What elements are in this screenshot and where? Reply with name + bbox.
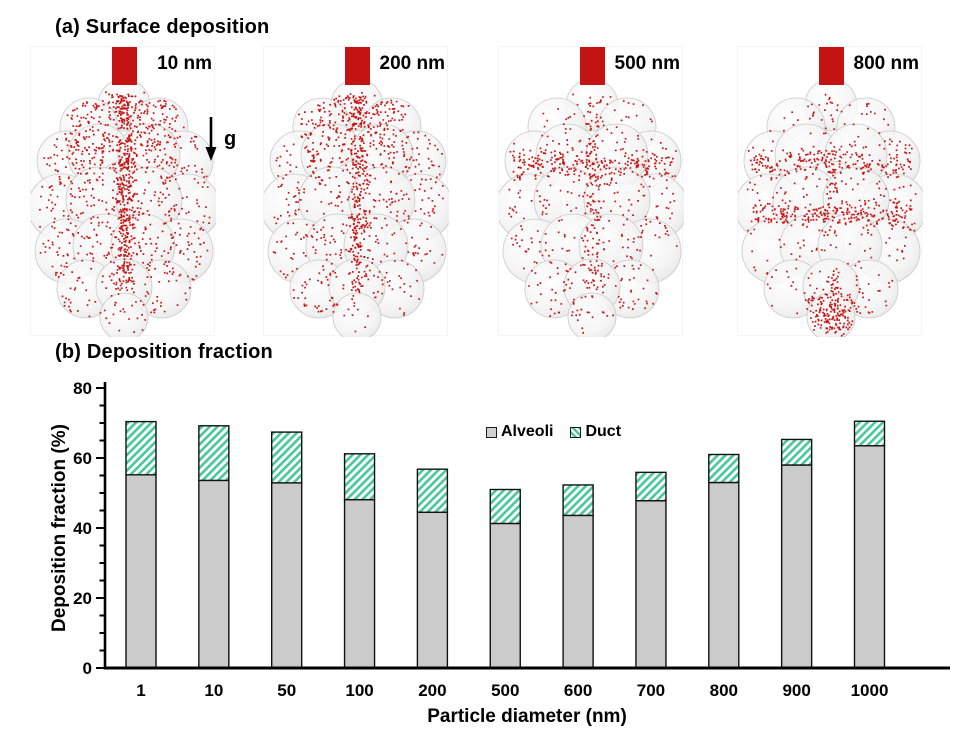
x-tick-100: 100 [345,681,373,700]
bar-600 [562,484,594,669]
panel-b-title: (b) Deposition fraction [55,341,273,363]
bar-1 [125,420,157,669]
gravity-arrow-icon [205,117,217,161]
cluster-label-10nm: 10 nm [157,53,212,74]
x-tick-200: 200 [418,681,446,700]
alveoli-spheres [499,78,684,337]
bar-50 [271,431,303,669]
alveolar-cluster-10nm [31,47,216,337]
x-tick-800: 800 [710,681,738,700]
deposited-particles [39,91,211,334]
gravity-label: g [224,127,237,150]
legend-label-duct: Duct [585,423,622,440]
bar-1000 [853,420,886,669]
cluster-label-200nm: 200 nm [379,53,445,74]
duct-swatch-icon [570,426,582,438]
deposition-fraction-chart: 1 10 50 100 200 500 600 700 800 900 1000 0 20 40 60 80 P… [73,379,950,727]
cluster-label-500nm: 500 nm [614,53,680,74]
deposited-particles [746,93,917,337]
y-tick-40: 40 [73,519,92,538]
bar-500 [489,488,521,669]
bar-10 [198,425,230,669]
deposited-particles [508,93,678,334]
bar-100 [343,453,376,669]
gravity-annotation: g [203,116,236,162]
x-tick-50: 50 [277,681,296,700]
inlet-duct [819,47,844,85]
inlet-duct [112,47,137,85]
alveoli-swatch-icon [486,426,497,438]
bar-800 [708,453,740,669]
cluster-label-800nm: 800 nm [853,53,919,74]
cluster-tile-500nm: 500 nm [498,46,684,337]
y-tick-80: 80 [73,379,92,398]
y-tick-20: 20 [73,589,92,608]
bar-900 [780,438,813,669]
legend-item-duct: Duct [570,423,621,441]
cluster-tile-200nm: 200 nm [263,46,449,337]
y-axis-title: Deposition fraction (%) [49,424,70,632]
alveoli-spheres [31,78,216,337]
x-tick-500: 500 [491,681,519,700]
x-tick-1: 1 [136,681,145,700]
legend-label-alveoli: Alveoli [501,423,554,440]
cluster-tile-800nm: 800 nm [737,46,923,337]
y-tick-0: 0 [83,659,92,678]
alveolar-cluster-800nm [738,47,923,337]
x-tick-10: 10 [204,681,223,700]
x-tick-600: 600 [564,681,592,700]
x-axis-title: Particle diameter (nm) [427,706,627,727]
cluster-tile-10nm: 10 nm [30,46,216,337]
alveoli-spheres [738,78,923,337]
inlet-duct [580,47,605,85]
x-tick-1000: 1000 [851,681,889,700]
bar-700 [635,471,667,669]
alveolar-cluster-500nm [499,47,684,337]
inlet-duct [345,47,370,85]
x-tick-900: 900 [782,681,810,700]
y-tick-60: 60 [73,449,92,468]
chart-legend: Alveoli Duct [486,423,621,441]
x-tick-700: 700 [637,681,665,700]
alveolar-cluster-200nm [264,47,449,337]
panel-a-title: (a) Surface deposition [55,16,270,38]
bar-200 [416,468,449,669]
legend-item-alveoli: Alveoli [486,423,553,441]
